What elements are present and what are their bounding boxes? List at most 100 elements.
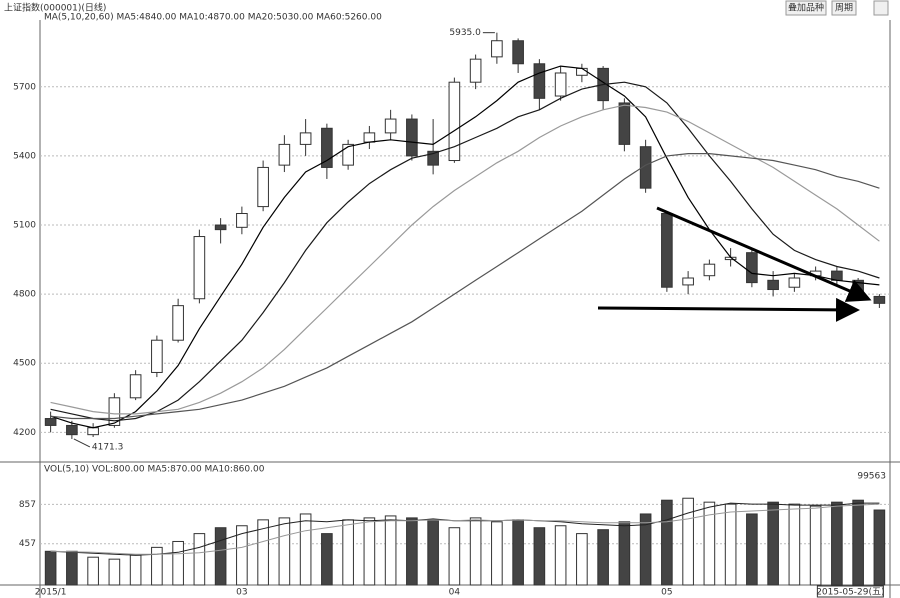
volume-bar bbox=[597, 529, 609, 586]
volume-bar bbox=[108, 558, 121, 586]
volume-bar bbox=[299, 513, 312, 586]
candle-body bbox=[448, 81, 461, 162]
candle-body bbox=[427, 150, 439, 166]
y-tick-label: 4500 bbox=[13, 359, 36, 369]
candle-body bbox=[214, 224, 227, 231]
ma-line bbox=[50, 153, 880, 420]
volume-bar bbox=[214, 527, 227, 586]
min-leader bbox=[73, 438, 91, 448]
volume-bar bbox=[257, 519, 269, 586]
candle-body bbox=[406, 118, 418, 157]
candle-body bbox=[384, 118, 397, 134]
volume-bar bbox=[576, 533, 588, 586]
volume-bar bbox=[873, 509, 886, 586]
volume-bar bbox=[661, 499, 673, 586]
volume-bar bbox=[554, 525, 567, 586]
volume-bar bbox=[448, 527, 461, 586]
ma-line bbox=[50, 81, 880, 422]
candle-body bbox=[87, 427, 99, 436]
x-tick-label: 2015/1 bbox=[35, 588, 67, 598]
ma-legend: MA(5,10,20,60) MA5:4840.00 MA10:4870.00 … bbox=[44, 13, 382, 23]
volume-bar bbox=[682, 497, 694, 586]
volume-bar bbox=[129, 554, 142, 586]
volume-tick-label: 457 bbox=[19, 539, 36, 549]
volume-bar bbox=[151, 546, 163, 586]
volume-bar bbox=[809, 505, 822, 586]
x-tick-label: 03 bbox=[236, 588, 247, 598]
candle-body bbox=[129, 374, 142, 399]
candle-body bbox=[257, 166, 269, 208]
candle-body bbox=[661, 213, 673, 288]
ma-line bbox=[50, 104, 880, 415]
candle-body bbox=[299, 132, 312, 145]
candle-body bbox=[172, 305, 184, 341]
trend-arrow bbox=[656, 206, 872, 302]
candle-body bbox=[554, 72, 567, 97]
volume-bar bbox=[427, 519, 439, 586]
volume-bar bbox=[703, 501, 716, 586]
volume-bar bbox=[172, 540, 184, 586]
chart-title: 上证指数(000001)(日线) bbox=[4, 2, 106, 14]
candle-body bbox=[321, 127, 333, 168]
volume-bar bbox=[44, 550, 57, 586]
volume-bar bbox=[618, 521, 631, 586]
candle-body bbox=[767, 279, 779, 291]
y-tick-label: 4800 bbox=[13, 290, 36, 300]
volume-ma-line bbox=[50, 503, 880, 555]
ma-line bbox=[50, 65, 880, 429]
volume-bar bbox=[66, 550, 78, 586]
x-tick-label: 05 bbox=[661, 588, 672, 598]
candle-body bbox=[533, 63, 546, 99]
candle-body bbox=[512, 40, 524, 65]
candle-body bbox=[873, 295, 886, 304]
button[interactable] bbox=[785, 0, 827, 16]
y-tick-label: 4200 bbox=[13, 428, 36, 438]
candle-body bbox=[236, 213, 248, 228]
date-box bbox=[816, 585, 884, 598]
candle-body bbox=[788, 277, 801, 288]
candle-body bbox=[151, 339, 163, 373]
candle-body bbox=[576, 67, 588, 76]
candle-body bbox=[703, 263, 716, 277]
volume-bar bbox=[512, 519, 524, 586]
volume-bar bbox=[193, 533, 206, 586]
volume-legend: VOL(5,10) VOL:800.00 MA5:870.00 MA10:860… bbox=[44, 465, 265, 475]
volume-bar bbox=[767, 501, 779, 586]
y-tick-label: 5100 bbox=[13, 221, 36, 231]
candle-body bbox=[44, 418, 57, 426]
volume-bar bbox=[746, 513, 758, 586]
button-label[interactable]: 周期 bbox=[835, 3, 853, 14]
candle-body bbox=[682, 277, 694, 286]
candle-body bbox=[66, 424, 78, 436]
min-label: 4171.3 bbox=[92, 442, 124, 452]
volume-bar bbox=[831, 501, 843, 586]
candle-body bbox=[469, 58, 482, 83]
candle-body bbox=[278, 143, 291, 166]
volume-bar bbox=[384, 515, 397, 586]
candle-body bbox=[491, 40, 503, 58]
candle-body bbox=[342, 143, 354, 166]
candle-body bbox=[193, 236, 206, 300]
volume-bar bbox=[469, 517, 482, 586]
volume-bar bbox=[87, 556, 99, 586]
max-label: 5935.0 bbox=[449, 28, 481, 38]
volume-bar bbox=[788, 503, 801, 586]
volume-tick-label: 857 bbox=[19, 500, 36, 510]
volume-bar bbox=[278, 517, 291, 586]
x-tick-label: 2015-05-29(五) bbox=[816, 588, 884, 598]
volume-bar bbox=[321, 533, 333, 586]
trend-arrow bbox=[597, 297, 860, 322]
candle-body bbox=[639, 146, 652, 189]
volume-bar bbox=[533, 527, 546, 586]
button-label[interactable]: 叠加品种 bbox=[788, 2, 824, 14]
volume-bar bbox=[236, 525, 248, 586]
close-button[interactable] bbox=[873, 0, 889, 16]
volume-bar bbox=[639, 513, 652, 586]
candle-body bbox=[746, 252, 758, 284]
volume-bar bbox=[724, 503, 737, 586]
button[interactable] bbox=[831, 0, 857, 16]
volume-bar bbox=[406, 517, 418, 586]
volume-bar bbox=[342, 519, 354, 586]
volume-bar bbox=[491, 521, 503, 586]
